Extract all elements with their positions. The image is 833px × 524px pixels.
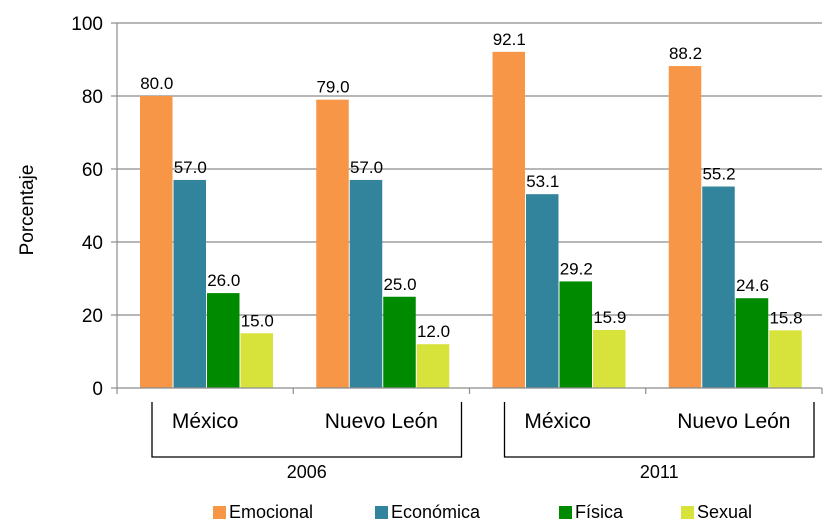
data-label: 79.0	[316, 78, 349, 97]
data-label: 15.0	[241, 311, 274, 330]
data-label: 88.2	[669, 44, 702, 63]
bar-sexual	[416, 344, 450, 388]
bars	[140, 51, 802, 389]
data-label: 15.9	[593, 308, 626, 327]
data-label: 53.1	[526, 172, 559, 191]
bar-económica	[173, 179, 206, 388]
legend: Emocional Económica Física Sexual	[213, 502, 752, 522]
x-category-label: Nuevo León	[325, 410, 438, 433]
group-year-label: 2011	[640, 462, 679, 482]
y-tick-label: 0	[92, 379, 103, 400]
data-label: 26.0	[207, 271, 240, 290]
data-label: 12.0	[417, 322, 450, 341]
y-tick-label: 60	[82, 160, 103, 181]
bar-emocional	[668, 66, 702, 388]
axes: 0 20 40 60 80 100	[71, 14, 823, 400]
group-bracket	[503, 402, 815, 458]
bar-emocional	[492, 51, 525, 389]
legend-swatch-física	[559, 506, 572, 519]
legend-swatch-emocional	[213, 506, 226, 519]
y-tick-label: 100	[71, 14, 103, 35]
bar-emocional	[316, 99, 349, 389]
data-label: 57.0	[174, 158, 207, 177]
y-tick-label: 40	[82, 233, 103, 254]
bar-económica	[349, 179, 383, 388]
bar-económica	[702, 186, 735, 388]
data-labels: 80.0 79.0 92.1 88.2 57.0 57.0 53.1 55.2 26.0 25.0…	[140, 30, 802, 341]
x-category-labels: México Nuevo León México Nuevo León 2006 2011	[151, 402, 815, 482]
bar-física	[207, 293, 240, 388]
data-label: 25.0	[383, 275, 416, 294]
legend-swatch-económica	[375, 506, 388, 519]
y-tick-label: 80	[82, 87, 103, 108]
legend-label: Sexual	[697, 502, 752, 522]
data-label: 24.6	[736, 276, 769, 295]
data-label: 55.2	[702, 165, 735, 184]
legend-label: Emocional	[229, 502, 313, 522]
legend-swatch-sexual	[681, 506, 694, 519]
bar-física	[559, 281, 592, 388]
bar-sexual	[593, 329, 626, 388]
bar-física	[735, 298, 769, 388]
bar-sexual	[769, 330, 802, 388]
group-year-label: 2006	[287, 462, 327, 482]
bar-física	[383, 296, 416, 388]
data-label: 57.0	[350, 158, 383, 177]
x-category-label: México	[172, 410, 239, 433]
data-label: 15.8	[769, 308, 802, 327]
data-label: 29.2	[560, 259, 593, 278]
y-tick-label: 20	[82, 306, 103, 327]
legend-label: Física	[575, 502, 624, 522]
x-category-label: México	[524, 410, 591, 433]
x-category-label: Nuevo León	[677, 410, 790, 433]
bar-sexual	[240, 333, 273, 388]
bar-emocional	[140, 96, 173, 388]
data-label: 92.1	[493, 30, 526, 49]
legend-label: Económica	[391, 502, 481, 522]
group-bracket	[151, 402, 463, 458]
y-axis-label: Porcentaje	[17, 165, 38, 256]
data-label: 80.0	[140, 74, 173, 93]
bar-económica	[526, 194, 559, 388]
